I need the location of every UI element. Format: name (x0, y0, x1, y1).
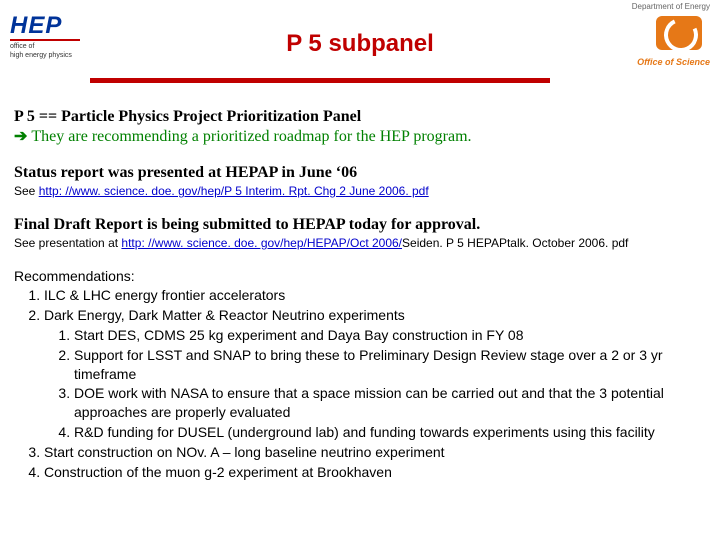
recommendations-list: ILC & LHC energy frontier accelerators D… (14, 286, 706, 482)
final-link-tail: Seiden. P 5 HEPAPtalk. October 2006. pdf (402, 236, 628, 250)
status-link[interactable]: http: //www. science. doe. gov/hep/P 5 I… (39, 184, 429, 198)
recommendations-heading: Recommendations: (14, 268, 706, 284)
see-prefix: See (14, 184, 39, 198)
recommendations-sublist: Start DES, CDMS 25 kg experiment and Day… (44, 326, 706, 442)
status-heading: Status report was presented at HEPAP in … (14, 164, 706, 182)
page-title: P 5 subpanel (0, 30, 720, 58)
arrow-icon: ➔ (14, 126, 27, 146)
list-item: Start construction on NOv. A – long base… (44, 443, 706, 462)
final-link-line: See presentation at http: //www. science… (14, 236, 706, 250)
list-item-text: Dark Energy, Dark Matter & Reactor Neutr… (44, 307, 405, 323)
p5-definition: P 5 == Particle Physics Project Prioriti… (14, 108, 706, 126)
list-item: R&D funding for DUSEL (underground lab) … (74, 423, 706, 442)
office-of-science-label: Office of Science (637, 57, 710, 67)
final-heading: Final Draft Report is being submitted to… (14, 216, 706, 234)
list-item: ILC & LHC energy frontier accelerators (44, 286, 706, 305)
list-item: Start DES, CDMS 25 kg experiment and Day… (74, 326, 706, 345)
dept-label: Department of Energy (632, 2, 710, 11)
list-item: Support for LSST and SNAP to bring these… (74, 346, 706, 384)
list-item: DOE work with NASA to ensure that a spac… (74, 384, 706, 422)
doe-swirl-icon (656, 16, 702, 50)
slide-header: HEP office of high energy physics P 5 su… (0, 0, 720, 72)
list-item: Dark Energy, Dark Matter & Reactor Neutr… (44, 306, 706, 442)
recommendation-line: ➔ They are recommending a prioritized ro… (14, 126, 706, 146)
see-prefix-2: See presentation at (14, 236, 121, 250)
recommendation-text: They are recommending a prioritized road… (31, 128, 471, 146)
slide-body: P 5 == Particle Physics Project Prioriti… (14, 108, 706, 483)
final-link[interactable]: http: //www. science. doe. gov/hep/HEPAP… (121, 236, 402, 250)
list-item: Construction of the muon g-2 experiment … (44, 463, 706, 482)
status-link-line: See http: //www. science. doe. gov/hep/P… (14, 184, 706, 198)
divider-red (90, 78, 550, 83)
